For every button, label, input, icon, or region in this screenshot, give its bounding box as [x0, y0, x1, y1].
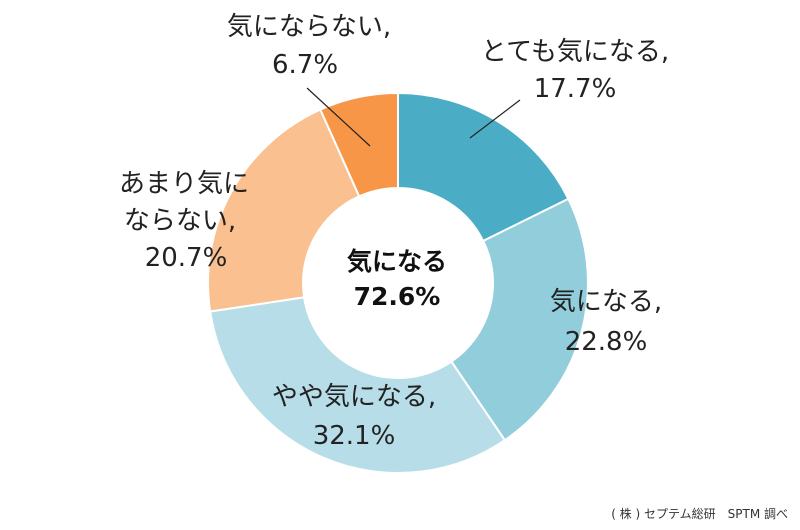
slice-somewhat-concerned — [209, 296, 507, 474]
leader-lines — [306, 87, 521, 147]
source-note: ( 株 ) セプテム総研 SPTM 調べ — [611, 507, 788, 521]
leader-line-very-concerned — [469, 99, 521, 139]
label-not-concerned: 気にならない, — [227, 12, 391, 42]
donut-slices — [207, 91, 589, 474]
value-somewhat-concerned: 32.1% — [313, 421, 396, 451]
center-title: 気になる — [347, 247, 447, 276]
leader-line-not-concerned — [306, 87, 371, 147]
value-not-concerned: 6.7% — [272, 50, 338, 80]
slice-labels: とても気になる, 17.7% 気になる, 22.8% やや気になる, 32.1%… — [119, 12, 669, 451]
label-very-concerned: とても気になる, — [481, 37, 669, 67]
label-concerned: 気になる, — [550, 287, 662, 317]
value-not-much: 20.7% — [145, 243, 228, 273]
value-concerned: 22.8% — [565, 327, 648, 357]
label-not-much-line1: あまり気に — [119, 169, 249, 199]
slice-not-much — [207, 108, 361, 313]
slice-very-concerned — [397, 91, 570, 243]
label-not-much-line2: ならない, — [124, 206, 236, 236]
value-very-concerned: 17.7% — [534, 74, 617, 104]
label-somewhat-concerned: やや気になる, — [272, 382, 436, 412]
center-value: 72.6% — [354, 282, 441, 311]
slice-concerned — [450, 197, 589, 442]
